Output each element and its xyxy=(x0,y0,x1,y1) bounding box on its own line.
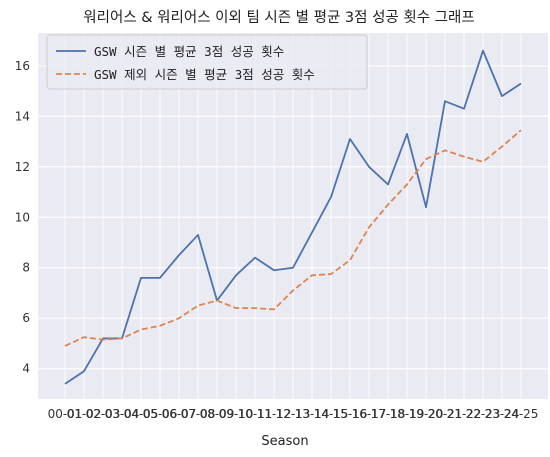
x-tick-label: 07-08 xyxy=(181,407,216,421)
x-tick-label: 00-01 xyxy=(48,407,83,421)
y-tick-label: 12 xyxy=(15,160,30,174)
y-tick-label: 8 xyxy=(22,261,30,275)
x-tick-label: 08-09 xyxy=(200,407,235,421)
x-axis-ticks: 00-0101-0202-0303-0404-0505-0606-0707-08… xyxy=(48,407,539,421)
x-tick-label: 13-14 xyxy=(295,407,330,421)
x-tick-label: 06-07 xyxy=(162,407,197,421)
series-line-non-gsw xyxy=(64,129,522,347)
x-tick-label: 10-11 xyxy=(238,407,273,421)
x-tick-label: 19-20 xyxy=(409,407,444,421)
x-tick-label: 03-04 xyxy=(105,407,140,421)
x-tick-label: 21-22 xyxy=(447,407,482,421)
y-tick-label: 4 xyxy=(22,362,30,376)
series-line-gsw xyxy=(64,49,522,385)
y-tick-label: 16 xyxy=(15,59,30,73)
x-axis-label: Season xyxy=(261,434,308,449)
x-tick-label: 24-25 xyxy=(504,407,539,421)
y-tick-label: 6 xyxy=(22,311,30,325)
x-tick-label: 11-12 xyxy=(257,407,292,421)
series-layer xyxy=(64,49,522,385)
x-tick-label: 01-02 xyxy=(67,407,102,421)
legend-box xyxy=(46,34,368,90)
x-tick-label: 15-16 xyxy=(333,407,368,421)
x-tick-label: 17-18 xyxy=(371,407,406,421)
x-tick-label: 22-23 xyxy=(466,407,501,421)
y-tick-label: 10 xyxy=(15,210,30,224)
x-tick-label: 02-03 xyxy=(86,407,121,421)
legend: GSW 시즌 별 평균 3점 성공 횟수 GSW 제외 시즌 별 평균 3점 성… xyxy=(46,34,368,90)
x-tick-label: 09-10 xyxy=(219,407,254,421)
x-tick-label: 05-06 xyxy=(143,407,178,421)
x-tick-label: 23-24 xyxy=(485,407,520,421)
x-tick-label: 16-17 xyxy=(352,407,387,421)
x-tick-label: 12-13 xyxy=(276,407,311,421)
x-tick-label: 18-19 xyxy=(390,407,425,421)
legend-label-non-gsw: GSW 제외 시즌 별 평균 3점 성공 횟수 xyxy=(94,67,315,82)
chart-title: 워리어스 & 워리어스 이외 팀 시즌 별 평균 3점 성공 횟수 그래프 xyxy=(83,9,474,26)
x-tick-label: 04-05 xyxy=(124,407,159,421)
y-axis-ticks: 4 6 8 10 12 14 16 xyxy=(15,59,30,376)
legend-label-gsw: GSW 시즌 별 평균 3점 성공 횟수 xyxy=(94,44,284,59)
x-tick-label: 20-21 xyxy=(428,407,463,421)
y-tick-label: 14 xyxy=(15,109,30,123)
x-tick-label: 14-15 xyxy=(314,407,349,421)
